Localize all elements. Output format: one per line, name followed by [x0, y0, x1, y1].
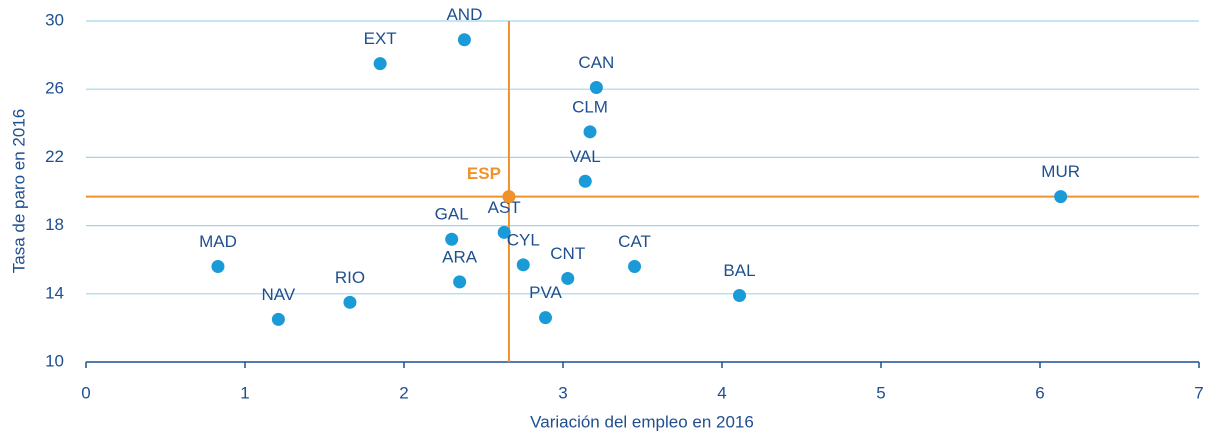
y-tick-label: 14	[45, 283, 64, 302]
x-tick-label: 3	[558, 383, 567, 402]
y-tick-label: 10	[45, 351, 64, 370]
point	[373, 57, 387, 71]
point	[502, 190, 516, 204]
point	[343, 295, 357, 309]
y-tick-label: 30	[45, 10, 64, 29]
point-label: VAL	[570, 147, 601, 166]
point	[445, 232, 459, 246]
point-label: RIO	[335, 268, 365, 287]
y-axis-label: Tasa de paro en 2016	[9, 109, 28, 273]
point-label: MAD	[199, 232, 237, 251]
x-tick-label: 4	[717, 383, 726, 402]
point-label: ESP	[467, 164, 501, 183]
point-label: EXT	[364, 29, 397, 48]
x-tick-label: 0	[81, 383, 90, 402]
x-tick-label: 1	[240, 383, 249, 402]
point	[578, 174, 592, 188]
point	[539, 311, 553, 325]
point	[516, 258, 530, 272]
point	[497, 225, 511, 239]
point-label: BAL	[723, 261, 755, 280]
point	[211, 260, 225, 274]
y-tick-label: 18	[45, 215, 64, 234]
point	[628, 260, 642, 274]
x-tick-label: 5	[876, 383, 885, 402]
point-label: MUR	[1041, 162, 1080, 181]
point	[583, 125, 597, 139]
point	[457, 33, 471, 47]
point-label: AST	[488, 198, 521, 217]
x-tick-label: 6	[1035, 383, 1044, 402]
point	[1054, 190, 1068, 204]
y-tick-label: 26	[45, 79, 64, 98]
x-tick-label: 7	[1194, 383, 1203, 402]
x-axis-label: Variación del empleo en 2016	[530, 412, 754, 431]
point-label: CNT	[550, 244, 585, 263]
point-label: ARA	[442, 247, 478, 266]
point	[271, 312, 285, 326]
point	[732, 289, 746, 303]
point-label: GAL	[435, 205, 469, 224]
point-label: CAN	[578, 53, 614, 72]
x-tick-label: 2	[399, 383, 408, 402]
point	[561, 271, 575, 285]
point-label: AND	[446, 5, 482, 24]
point-label: NAV	[262, 285, 296, 304]
point	[453, 275, 467, 289]
point-label: CAT	[618, 232, 651, 251]
point-label: PVA	[529, 283, 562, 302]
point-label: CLM	[572, 97, 608, 116]
point	[589, 80, 603, 94]
point-label: CYL	[507, 230, 540, 249]
y-tick-label: 22	[45, 147, 64, 166]
